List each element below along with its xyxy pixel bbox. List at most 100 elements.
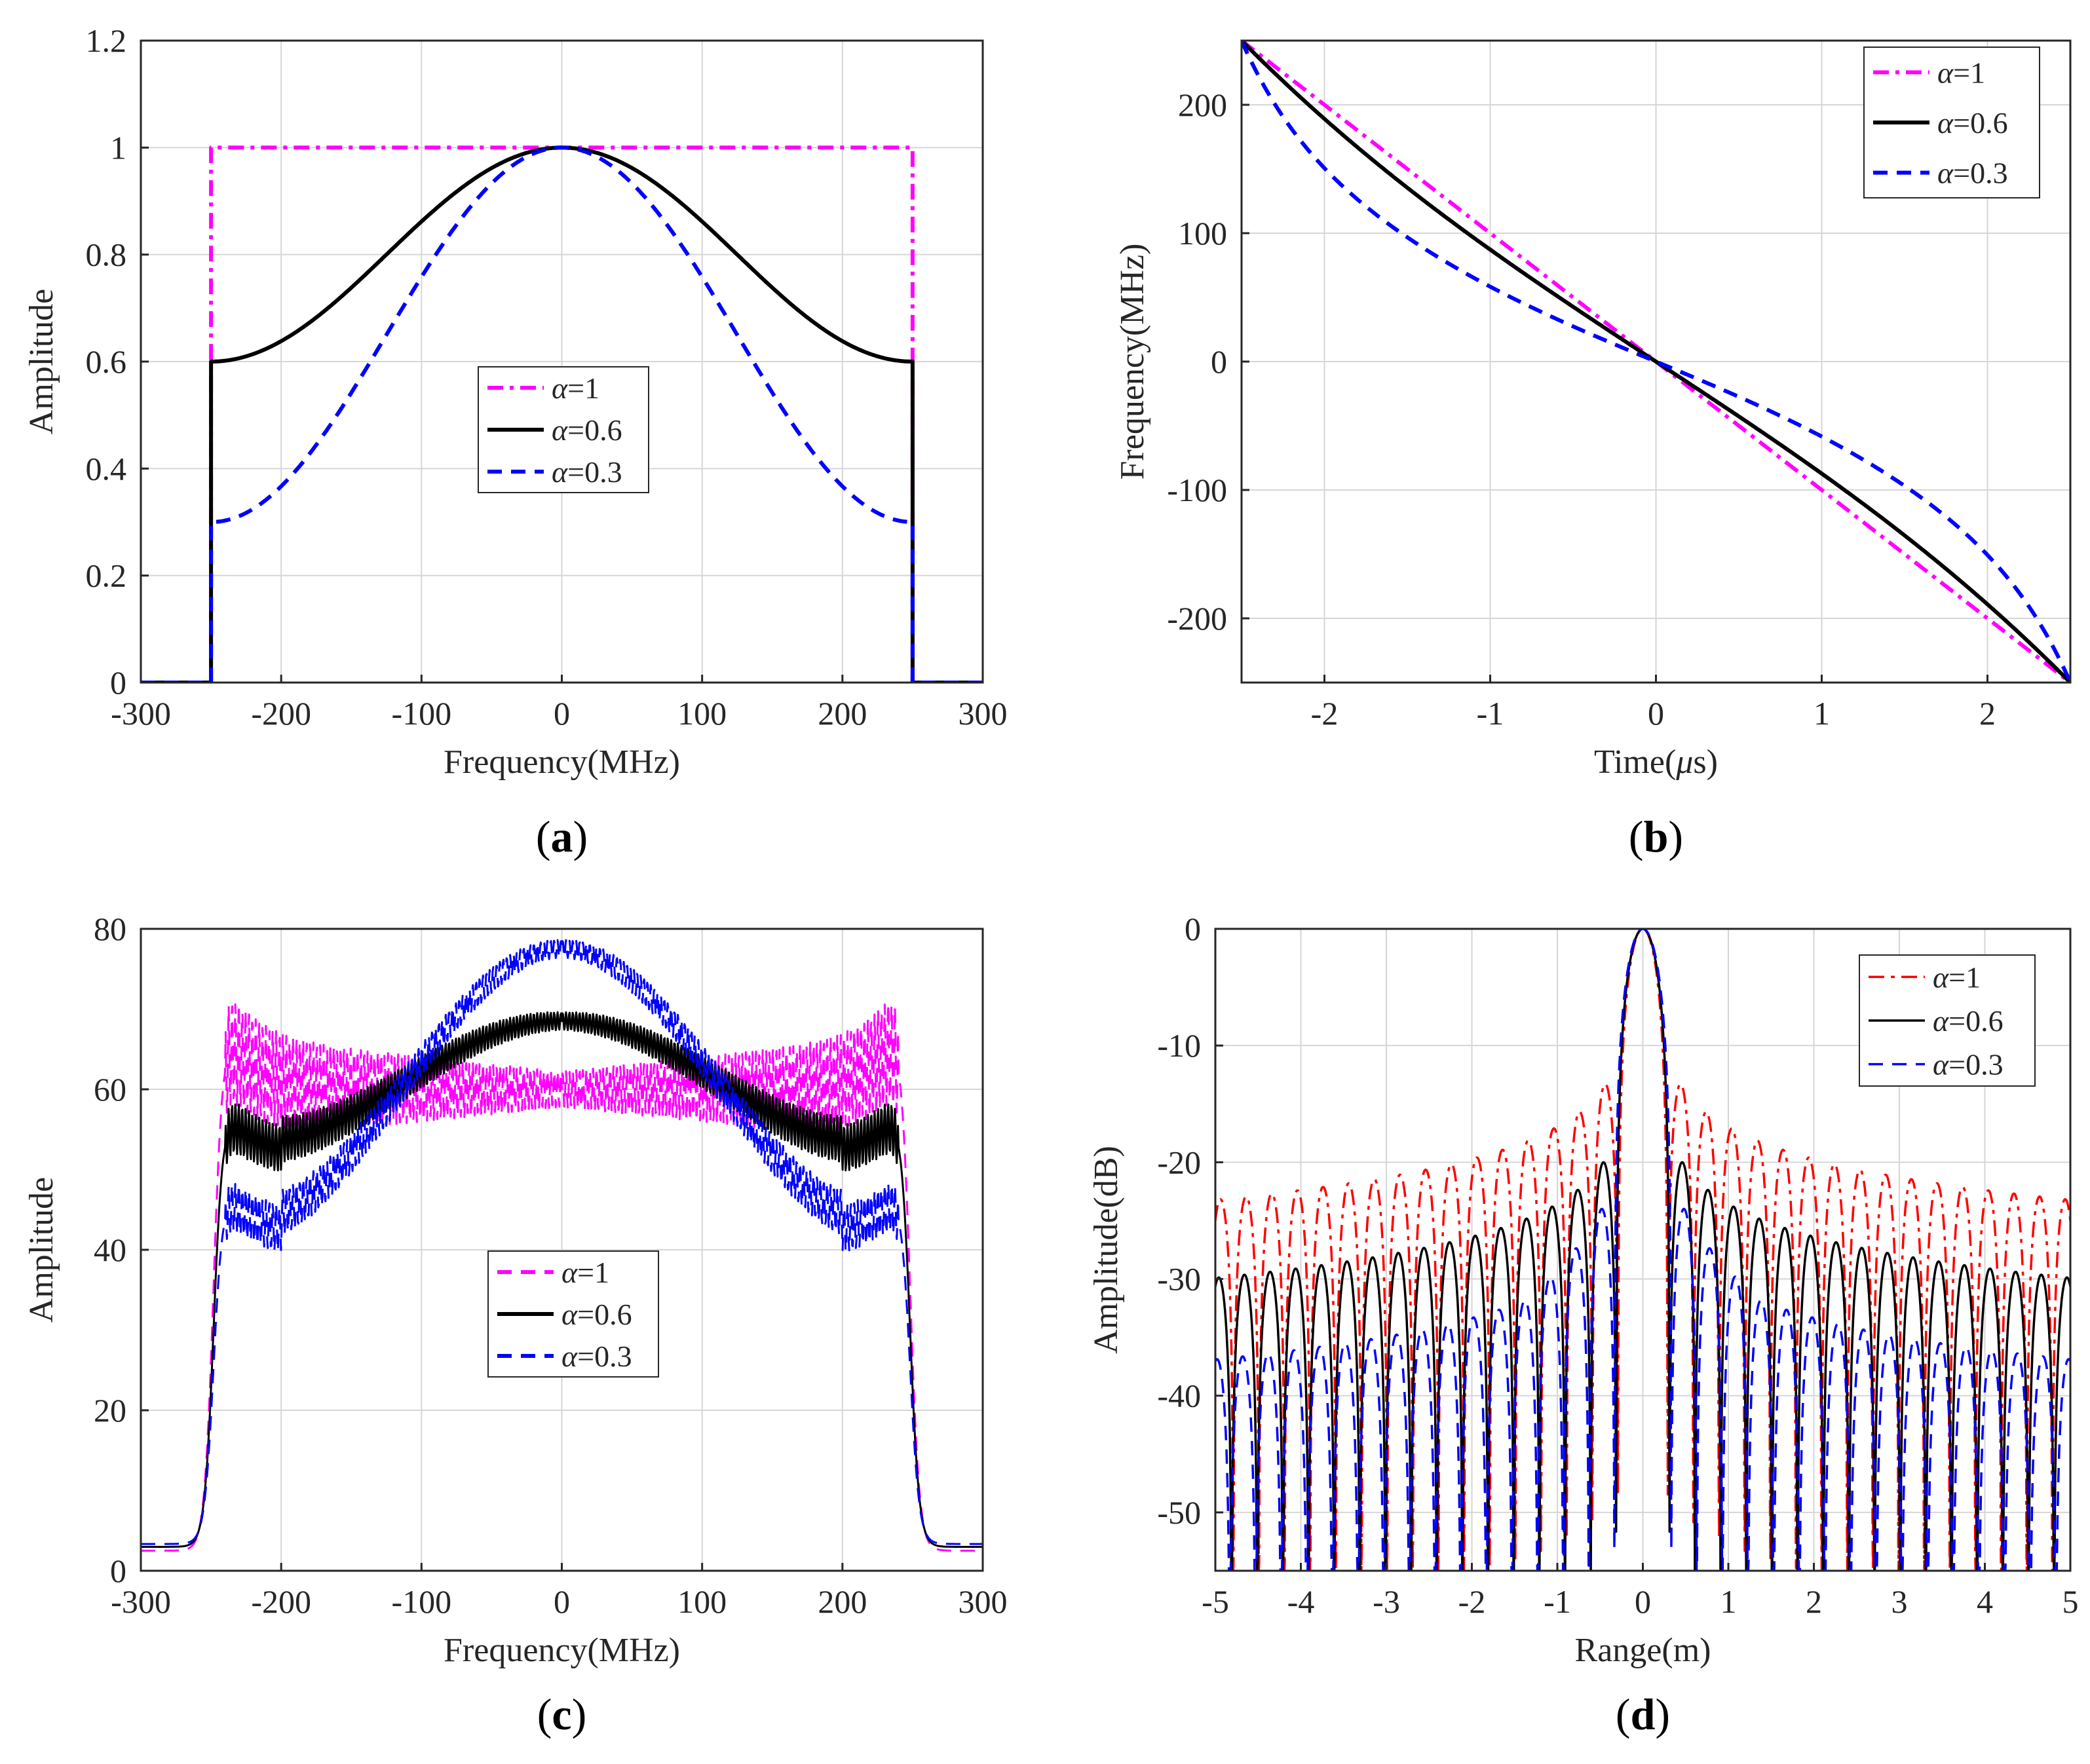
x-tick-label: 2 [1806,1583,1822,1620]
panel-caption-open: ( [1616,1689,1631,1739]
legend-label-1: α=1 [1937,56,1985,89]
y-tick-label: 0.2 [86,557,127,594]
series-group [141,939,983,1552]
legend-symbol: α [1933,960,1949,994]
y-axis-label: Frequency(MHz) [1114,244,1151,480]
legend-symbol: α [552,413,568,447]
legend-symbol: α [561,1340,578,1373]
legend-value: =0.6 [577,1298,632,1331]
x-tick-label: -300 [111,1583,171,1620]
x-tick-label: 300 [959,695,1008,732]
series-group [141,145,983,683]
x-tick-label: 0 [554,695,570,732]
legend-value: =1 [1948,960,1981,994]
legend-value: =0.6 [1953,106,2007,140]
x-axis-label-symbol: μ [1675,743,1693,781]
legend-label-3: α=0.3 [1937,157,2008,190]
x-tick-label: -100 [392,695,452,732]
series-line-1 [1215,929,2070,1571]
y-tick-label: 100 [1178,215,1227,252]
legend-value: =0.3 [1948,1048,2003,1081]
legend-symbol: α [552,371,568,405]
legend: α=1α=0.6α=0.3 [487,1250,659,1378]
x-axis-label-text: Frequency(MHz) [444,743,680,781]
tick-labels: -300 -200 -100 0 100 200 300 0 0.2 0.4 0.6 0.8 1 1.2 [86,22,1008,732]
series-line-3 [141,145,983,683]
x-tick-label: -2 [1311,695,1339,732]
legend-label-2: α=0.6 [1933,1004,2004,1038]
y-tick-label: 0 [1185,910,1201,947]
series-line-1 [141,1003,983,1552]
chart-panel-d: -5 -4 -3 -2 -1 0 1 2 3 4 5-50-40-30-20-100Range(m)… [1088,910,2079,1739]
series-line-3 [141,939,983,1545]
legend-symbol: α [1933,1004,1949,1038]
legend-value: =1 [1953,56,1985,89]
chart-panel-c: -300 -200 -100 0 100 200 300 0 20 40 60 80 Frequency… [23,910,1008,1739]
legend-value: =0.6 [1948,1004,2003,1038]
x-tick-label: 0 [1635,1583,1651,1620]
x-tick-label: 0 [554,1583,570,1620]
panel-caption: (a) [536,812,588,861]
x-tick-label: -3 [1373,1583,1400,1620]
y-axis-label: Amplitude [23,289,60,434]
legend-label-3: α=0.3 [561,1340,632,1373]
tick-labels: -5 -4 -3 -2 -1 0 1 2 3 4 5-50-40-30-20-100 [1157,910,2078,1620]
x-tick-label: -2 [1458,1583,1486,1620]
panel-caption-letter: c [552,1689,571,1739]
legend-value: =0.6 [567,413,622,447]
legend-value: =0.3 [1953,157,2007,190]
grid-lines [140,40,983,683]
series-line-2 [1215,929,2070,1571]
x-axis-label: Frequency(MHz) [444,743,680,781]
legend-symbol: α [1937,157,1954,190]
y-tick-label: 200 [1178,86,1227,123]
legend-label-2: α=0.6 [552,413,622,447]
legend-label-2: α=0.6 [1937,106,2008,140]
x-tick-label: -5 [1202,1583,1229,1620]
legend-symbol: α [1933,1048,1949,1081]
y-axis-label: Amplitude [23,1177,60,1323]
legend-symbol: α [1937,56,1954,89]
x-tick-label: 1 [1720,1583,1737,1620]
x-axis-label: Time(μs) [1594,743,1718,781]
legend-label-1: α=1 [561,1256,609,1289]
y-tick-label: -50 [1157,1494,1201,1531]
y-tick-label: 0.8 [86,236,127,273]
y-tick-label: 40 [94,1231,126,1268]
x-tick-label: 300 [959,1583,1008,1620]
panel-caption-letter: d [1631,1689,1656,1739]
grid-lines [140,928,983,1571]
panel-caption-open: ( [537,1689,552,1739]
x-tick-label: -1 [1544,1583,1571,1620]
x-tick-label: 200 [818,695,867,732]
panel-caption-letter: b [1644,812,1669,861]
panel-caption-close: ) [573,812,588,861]
panel-caption-close: ) [1655,1689,1670,1739]
panel-caption-letter: a [551,812,573,861]
legend-symbol: α [561,1298,578,1331]
y-tick-label: 60 [94,1071,126,1108]
panel-caption-open: ( [536,812,551,861]
tick-labels: -2 -1 0 1 2 -200 -100 0 100 200 [1167,86,1996,732]
legend: α=1α=0.6α=0.3 [1859,954,2036,1087]
y-tick-label: 0.6 [86,343,127,380]
x-tick-label: -4 [1287,1583,1315,1620]
y-tick-label: -10 [1157,1027,1201,1064]
chart-panel-a: -300 -200 -100 0 100 200 300 0 0.2 0.4 0.6 0.8 1 1.2 F… [23,22,1008,861]
x-axis-label-text: Frequency(MHz) [444,1632,680,1669]
legend-symbol: α [1937,106,1954,140]
x-tick-label: 1 [1814,695,1830,732]
y-tick-label: 1 [110,129,126,166]
x-tick-label: 5 [2062,1583,2079,1620]
legend-label-1: α=1 [552,371,599,405]
legend-value: =0.3 [577,1340,632,1373]
y-tick-label: -200 [1167,600,1227,637]
series-line-2 [141,1011,983,1548]
x-tick-label: 3 [1891,1583,1908,1620]
tick-labels: -300 -200 -100 0 100 200 300 0 20 40 60 80 [94,910,1008,1620]
legend-label-1: α=1 [1933,960,1981,994]
panel-caption: (d) [1616,1689,1670,1739]
panel-caption: (c) [537,1689,587,1739]
x-tick-label: -300 [111,695,171,732]
